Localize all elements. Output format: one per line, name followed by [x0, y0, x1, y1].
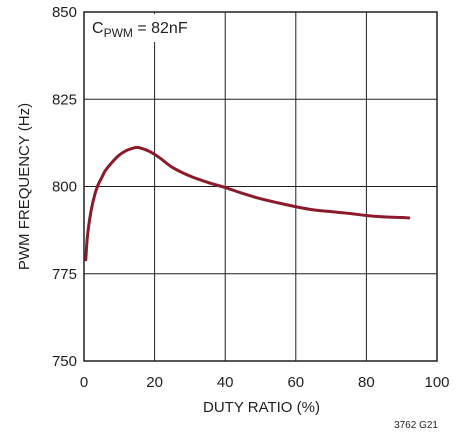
x-tick-label: 60	[287, 374, 304, 391]
x-tick-label: 0	[80, 374, 88, 391]
y-tick-label: 850	[52, 4, 77, 21]
annotation-suffix: = 82nF	[133, 20, 188, 37]
y-axis-label: PWM FREQUENCY (Hz)	[16, 103, 33, 270]
grid-lines	[84, 12, 437, 361]
annotation-background	[86, 14, 196, 42]
capacitance-annotation: CPWM = 82nF	[92, 20, 188, 40]
plot-frame	[83, 11, 438, 362]
y-tick-label: 775	[52, 266, 77, 283]
figure-id: 3762 G21	[394, 420, 438, 431]
x-tick-label: 80	[358, 374, 375, 391]
x-tick-labels: 0 20 40 60 80 100	[80, 374, 450, 391]
y-tick-label: 825	[52, 91, 77, 108]
x-axis-label: DUTY RATIO (%)	[203, 399, 320, 416]
frequency-curve	[84, 145, 411, 262]
y-tick-label: 800	[52, 179, 77, 196]
annotation-subscript: PWM	[104, 26, 133, 40]
y-tick-label: 750	[52, 353, 77, 370]
x-tick-label: 40	[217, 374, 234, 391]
x-tick-label: 20	[146, 374, 163, 391]
y-tick-labels: 750 775 800 825 850	[52, 4, 77, 370]
x-tick-label: 100	[424, 374, 449, 391]
annotation-prefix: C	[92, 20, 104, 37]
series-layer	[84, 145, 411, 262]
